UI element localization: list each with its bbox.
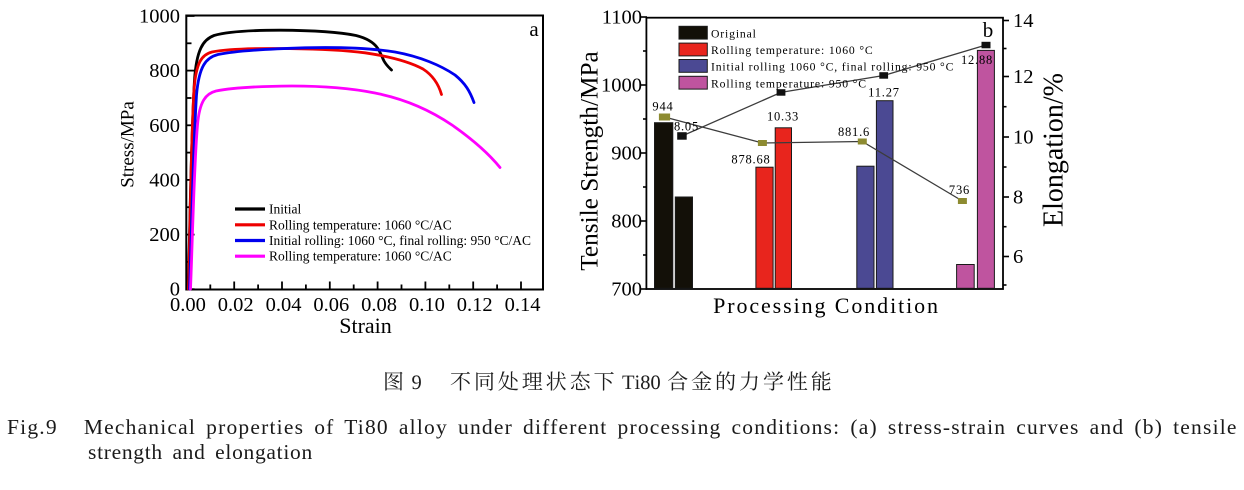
svg-text:0: 0 — [170, 279, 180, 301]
svg-text:10: 10 — [1013, 127, 1034, 149]
svg-text:0.00: 0.00 — [170, 294, 206, 316]
svg-text:1000: 1000 — [601, 75, 642, 97]
svg-text:0.02: 0.02 — [218, 294, 254, 316]
svg-text:200: 200 — [149, 224, 180, 246]
svg-text:a: a — [529, 17, 539, 41]
svg-text:881.6: 881.6 — [838, 125, 870, 139]
svg-text:Rolling temperature: 950 °C: Rolling temperature: 950 °C — [711, 77, 867, 90]
svg-text:12: 12 — [1013, 66, 1034, 88]
svg-text:Elongation/%: Elongation/% — [1039, 73, 1070, 227]
svg-text:600: 600 — [149, 115, 180, 137]
svg-text:736: 736 — [949, 183, 970, 197]
svg-text:Strain: Strain — [339, 313, 392, 338]
svg-text:400: 400 — [149, 169, 180, 191]
svg-text:Tensile Strength/MPa: Tensile Strength/MPa — [576, 51, 604, 271]
svg-text:0.12: 0.12 — [457, 294, 493, 316]
svg-text:Rolling temperature: 1060 °C: Rolling temperature: 1060 °C — [711, 44, 874, 57]
svg-text:800: 800 — [149, 60, 180, 82]
svg-text:11.27: 11.27 — [868, 86, 900, 100]
svg-text:Rolling temperature: 1060 °C/A: Rolling temperature: 1060 °C/AC — [269, 217, 452, 232]
svg-text:0.06: 0.06 — [313, 294, 349, 316]
svg-text:Initial: Initial — [269, 202, 301, 217]
svg-text:Initial rolling: 1060 °C, fina: Initial rolling: 1060 °C, final rolling:… — [269, 233, 531, 248]
svg-text:700: 700 — [611, 279, 642, 301]
svg-text:0.08: 0.08 — [361, 294, 397, 316]
svg-text:1000: 1000 — [139, 6, 180, 28]
svg-text:8.05: 8.05 — [674, 120, 699, 134]
svg-text:8: 8 — [1013, 187, 1023, 209]
svg-text:14: 14 — [1013, 10, 1034, 32]
svg-text:944: 944 — [652, 100, 673, 114]
svg-text:6: 6 — [1013, 246, 1023, 268]
svg-text:0.14: 0.14 — [505, 294, 541, 316]
svg-text:b: b — [983, 18, 994, 42]
svg-text:Initial rolling 1060 °C, fina: Initial rolling 1060 °C, final rolling: … — [711, 61, 954, 74]
svg-text:0.04: 0.04 — [266, 294, 302, 316]
svg-text:Stress/MPa: Stress/MPa — [118, 101, 139, 188]
svg-text:878.68: 878.68 — [731, 153, 770, 167]
svg-text:Original: Original — [711, 27, 757, 40]
svg-text:Processing Condition: Processing Condition — [713, 293, 940, 318]
svg-text:Rolling temperature: 1060 °C/A: Rolling temperature: 1060 °C/AC — [269, 249, 452, 264]
svg-text:0.10: 0.10 — [409, 294, 445, 316]
svg-text:12.88: 12.88 — [961, 53, 993, 67]
svg-text:800: 800 — [611, 211, 642, 233]
svg-text:10.33: 10.33 — [767, 110, 799, 124]
svg-text:1100: 1100 — [602, 7, 642, 29]
svg-text:900: 900 — [611, 143, 642, 165]
